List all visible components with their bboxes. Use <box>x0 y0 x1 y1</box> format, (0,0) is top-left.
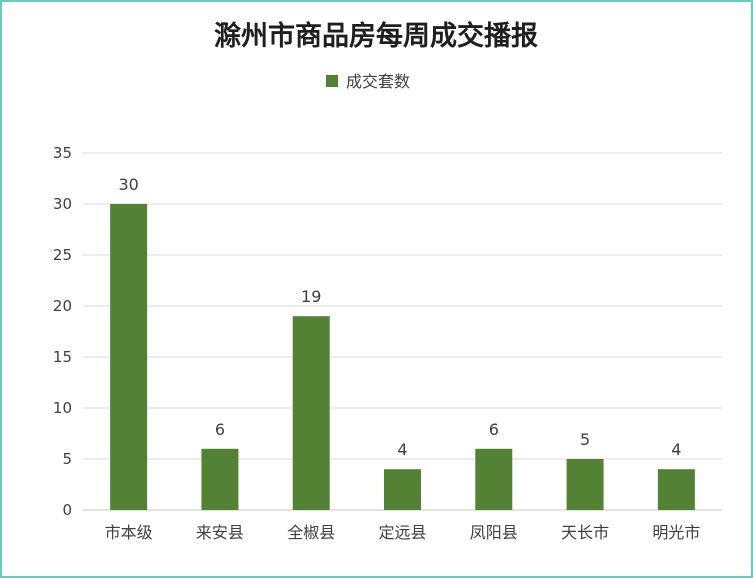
x-category-label: 凤阳县 <box>470 523 518 542</box>
axis-layer: 0 5 10 15 20 25 30 35 <box>53 144 72 519</box>
x-category-label: 明光市 <box>652 523 700 542</box>
data-label: 4 <box>671 440 681 459</box>
y-tick-label: 5 <box>62 450 72 468</box>
bar-series <box>110 204 695 510</box>
x-category-label: 全椒县 <box>287 523 335 542</box>
category-axis-labels: 市本级 来安县 全椒县 定远县 凤阳县 天长市 明光市 <box>105 523 701 542</box>
y-tick-label: 0 <box>62 501 72 519</box>
y-tick-label: 30 <box>53 195 72 213</box>
legend: 成交套数 <box>326 72 410 91</box>
y-tick-label: 35 <box>53 144 72 162</box>
bar <box>566 459 604 510</box>
legend-swatch <box>326 75 338 87</box>
chart-title: 滁州市商品房每周成交播报 <box>214 20 538 52</box>
bar <box>384 469 421 510</box>
x-category-label: 来安县 <box>196 523 244 542</box>
x-category-label: 市本级 <box>105 523 153 542</box>
x-category-label: 天长市 <box>561 523 609 542</box>
y-tick-label: 20 <box>53 297 72 315</box>
bar <box>110 204 148 510</box>
data-label: 30 <box>118 175 138 194</box>
data-label: 4 <box>397 440 407 459</box>
bar <box>292 316 330 510</box>
y-tick-label: 10 <box>53 399 72 417</box>
bar <box>201 448 239 510</box>
grid-lines <box>83 152 722 511</box>
data-labels: 30 6 19 4 6 5 4 <box>118 175 681 459</box>
legend-label: 成交套数 <box>346 72 410 91</box>
bar <box>475 448 513 510</box>
y-tick-label: 25 <box>53 246 72 264</box>
data-label: 5 <box>580 430 590 449</box>
data-label: 19 <box>301 287 321 306</box>
data-label: 6 <box>489 420 499 439</box>
data-label: 6 <box>215 420 225 439</box>
y-tick-label: 15 <box>53 348 72 366</box>
bar <box>657 469 695 510</box>
x-category-label: 定远县 <box>378 523 426 542</box>
